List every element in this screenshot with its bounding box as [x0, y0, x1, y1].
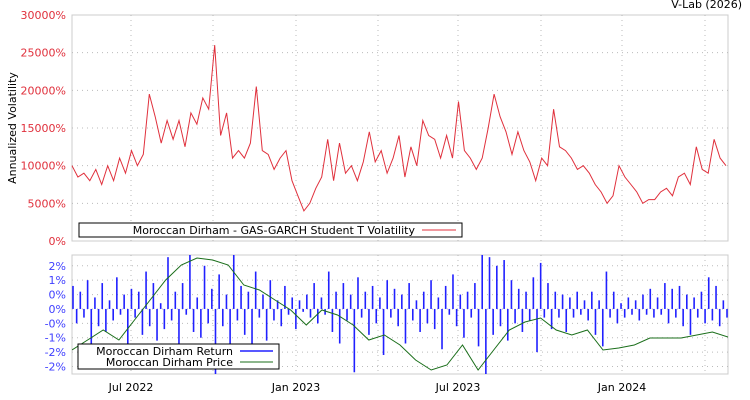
- x-tick-label: Jan 2023: [271, 381, 320, 394]
- y-tick-label: 0%: [49, 303, 66, 316]
- top-legend-box: [78, 222, 463, 238]
- x-tick-label: Jul 2023: [435, 381, 481, 394]
- y-tick-label: 15000%: [21, 122, 66, 135]
- bottom-legend-box: [77, 343, 280, 370]
- y-tick-label: 25000%: [21, 47, 66, 60]
- y-tick-label: 0%: [49, 235, 66, 248]
- y-tick-label: -2%: [45, 346, 66, 359]
- y-tick-label: 20000%: [21, 84, 66, 97]
- volatility-line: [71, 45, 727, 212]
- y-tick-label: 5000%: [28, 197, 66, 210]
- y-tick-label: 2%: [49, 260, 66, 273]
- x-tick-label: Jul 2022: [108, 381, 154, 394]
- y-tick-label: -1%: [45, 332, 66, 345]
- y-tick-label: 1%: [49, 274, 66, 287]
- credit-label: V-Lab (2026): [671, 0, 742, 11]
- legend-label-price: Moroccan Dirham Price: [106, 356, 233, 369]
- legend-label-return: Moroccan Dirham Return: [96, 345, 233, 358]
- top-plot-area: [71, 14, 729, 242]
- y-axis-title: Annualized Volatility: [6, 72, 19, 184]
- legend-label-volatility: Moroccan Dirham - GAS-GARCH Student T Vo…: [133, 224, 416, 237]
- y-tick-label: -2%: [45, 361, 66, 374]
- bottom-series-group: [72, 255, 728, 374]
- x-tick-label: Jan 2024: [597, 381, 646, 394]
- y-tick-label: 0%: [49, 289, 66, 302]
- price-line: [72, 257, 728, 371]
- y-tick-label: -0%: [45, 317, 66, 330]
- y-tick-label: 30000%: [21, 9, 66, 22]
- y-tick-label: 10000%: [21, 160, 66, 173]
